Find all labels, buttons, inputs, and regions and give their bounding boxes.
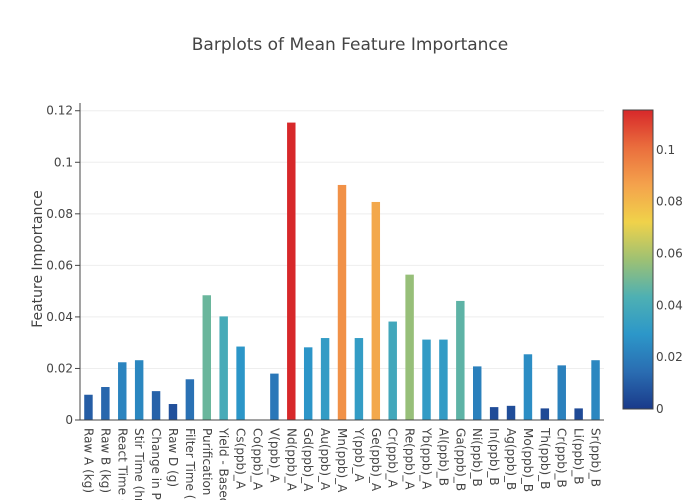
bar xyxy=(574,408,583,420)
x-tick-label: Ag(ppb)_B xyxy=(504,428,518,490)
x-tick-label: Mn(ppb)_A xyxy=(335,428,349,493)
y-axis: 0 0.02 0.04 0.06 0.08 0.1 0.12 xyxy=(46,103,604,427)
bar xyxy=(506,405,516,420)
x-tick-label: Mo(ppb)_B xyxy=(521,428,535,492)
bar xyxy=(287,122,296,421)
bar xyxy=(557,365,566,420)
colorbar xyxy=(622,109,654,410)
x-tick-label: V(ppb)_A xyxy=(267,428,281,483)
bar xyxy=(236,346,245,420)
chart-title: Barplots of Mean Feature Importance xyxy=(192,35,508,55)
bar xyxy=(320,338,330,420)
bar xyxy=(185,379,195,420)
colorbar-gradient xyxy=(622,109,654,410)
x-tick-label: React Time (h xyxy=(115,428,129,500)
x-tick-label: Stir Time (hr) xyxy=(132,428,146,500)
colorbar-ticks: 0 0.02 0.04 0.06 0.08 0.1 xyxy=(656,143,683,416)
x-tick-label: Li(ppb)_B xyxy=(572,428,586,484)
bar xyxy=(202,295,211,420)
bar xyxy=(371,201,381,420)
colorbar-tick-label: 0.1 xyxy=(656,143,675,157)
x-tick-label: Raw B (kg) xyxy=(98,428,112,493)
bar xyxy=(439,339,448,420)
x-tick-label: Sr(ppb)_B xyxy=(589,428,603,487)
bar xyxy=(270,373,279,420)
colorbar-tick-label: 0 xyxy=(656,402,664,416)
x-tick-label: Raw A (kg) xyxy=(81,428,95,493)
y-axis-label: Feature Importance xyxy=(30,190,46,328)
x-tick-label: Ge(ppb)_A xyxy=(369,428,383,492)
x-tick-label: Co(ppb)_A xyxy=(250,428,264,491)
x-tick-label: Cr(ppb)_B xyxy=(555,428,569,488)
x-tick-label: Cr(ppb)_A xyxy=(386,428,400,489)
colorbar-tick-label: 0.02 xyxy=(656,350,683,364)
y-tick-label: 0.12 xyxy=(46,104,73,118)
bar xyxy=(84,394,93,420)
bar xyxy=(118,362,127,420)
x-tick-label: Gd(ppb)_A xyxy=(301,428,315,492)
colorbar-tick-label: 0.08 xyxy=(656,195,683,209)
bar xyxy=(591,360,600,420)
bar xyxy=(168,404,178,420)
bar xyxy=(405,274,414,420)
x-tick-label: Al(ppb)_B xyxy=(436,428,450,486)
x-tick-label: Y(ppb)_A xyxy=(352,427,366,483)
x-tick-label: Yb(ppb)_A xyxy=(420,427,434,490)
bar xyxy=(388,321,397,420)
x-tick-label: Filter Time (h xyxy=(183,428,197,500)
y-tick-label: 0.04 xyxy=(46,310,73,324)
bar xyxy=(473,366,482,420)
bar xyxy=(303,347,313,420)
bar xyxy=(134,360,144,420)
x-tick-label: Yield - Based xyxy=(217,427,231,500)
bar xyxy=(101,387,110,420)
x-tick-label: Purification (l xyxy=(200,428,214,500)
colorbar-tick-label: 0.04 xyxy=(656,298,683,312)
bar xyxy=(540,408,550,420)
y-tick-label: 0.08 xyxy=(46,207,73,221)
x-tick-label: Nd(ppb)_A xyxy=(284,428,298,492)
y-tick-label: 0.1 xyxy=(54,155,73,169)
y-tick-label: 0.06 xyxy=(46,258,73,272)
x-tick-label: Au(ppb)_A xyxy=(318,428,332,491)
x-tick-label: Ga(ppb)_B xyxy=(453,428,467,491)
bar xyxy=(523,354,533,420)
x-axis: Raw A (kg) Raw B (kg) React Time (h Stir Ti… xyxy=(81,427,602,500)
x-tick-label: Th(ppb)_B xyxy=(538,427,552,489)
x-tick-label: In(ppb)_B xyxy=(487,428,501,486)
bar xyxy=(151,391,161,420)
bars xyxy=(84,122,600,421)
x-tick-label: Re(ppb)_A xyxy=(403,428,417,490)
bar xyxy=(219,316,228,420)
bar xyxy=(354,338,364,420)
bar xyxy=(337,184,347,420)
x-tick-label: Raw D (g) xyxy=(166,428,180,487)
x-tick-label: Change in P, xyxy=(149,428,163,500)
y-tick-label: 0.02 xyxy=(46,361,73,375)
bar xyxy=(422,339,431,420)
bar xyxy=(456,300,465,420)
x-tick-label: Cs(ppb)_A xyxy=(234,428,248,490)
bar xyxy=(489,407,499,420)
y-tick-label: 0 xyxy=(65,413,73,427)
colorbar-tick-label: 0.06 xyxy=(656,247,683,261)
x-tick-label: Ni(ppb)_B xyxy=(470,428,484,487)
